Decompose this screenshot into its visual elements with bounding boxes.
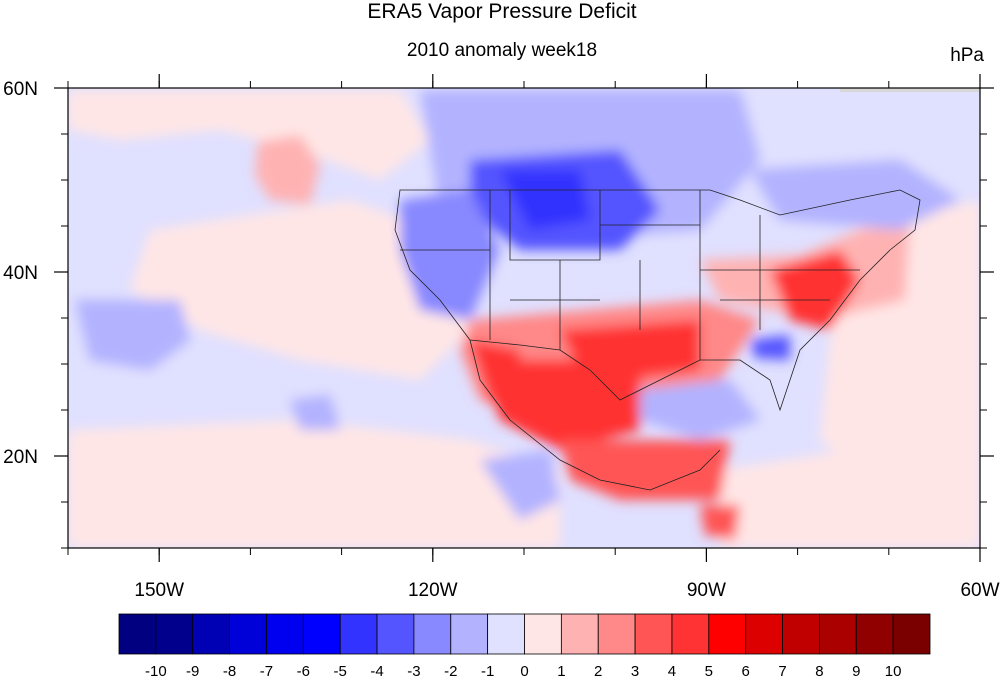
colorbar-label: 9: [852, 663, 860, 680]
axis-ticks: 150W 120W 90W 60W 60N 40N 20N: [3, 74, 1000, 601]
colorbar-label: 7: [778, 663, 786, 680]
colorbar-swatch: [782, 613, 820, 655]
colorbar: -10 -9 -8 -7 -6 -5 -4 -3 -2 -1 0 1 2 3 4 5 6 7 8 9 10: [118, 613, 931, 680]
political-boundaries: [394, 189, 921, 491]
pink-patch-south: [68, 420, 560, 548]
x-tick-label: 60W: [960, 580, 999, 601]
map-subtitle: 2010 anomaly week18: [406, 40, 598, 61]
colorbar-label: -5: [334, 663, 347, 680]
pink-patch-caribbean: [720, 430, 980, 548]
colorbar-swatch: [450, 613, 489, 655]
colorbar-label: 0: [520, 663, 528, 680]
colorbar-swatch: [266, 613, 304, 655]
blue-patch-pacific-1: [75, 300, 190, 370]
colorbar-swatch: [634, 613, 673, 655]
colorbar-label: -9: [186, 663, 199, 680]
pink-blob-ne-pacific: [255, 135, 320, 205]
colorbar-swatch: [708, 613, 747, 655]
colorbar-swatch: [487, 613, 525, 655]
colorbar-swatch: [819, 613, 857, 655]
colorbar-label: -8: [223, 663, 236, 680]
colorbar-swatch: [560, 613, 599, 655]
x-tick-label: 150W: [134, 580, 184, 601]
colorbar-label: -7: [260, 663, 273, 680]
colorbar-swatch: [892, 613, 931, 655]
colorbar-label: 2: [594, 663, 602, 680]
red-central-america: [560, 440, 730, 500]
colorbar-label: -10: [145, 663, 167, 680]
red-yucatan-spot: [700, 505, 740, 540]
colorbar-label: 6: [742, 663, 750, 680]
map-title: ERA5 Vapor Pressure Deficit: [367, 0, 637, 23]
colorbar-swatch: [671, 613, 710, 655]
blue-se-spot: [750, 335, 790, 360]
colorbar-label: -6: [297, 663, 310, 680]
x-tick-label: 90W: [687, 580, 726, 601]
blue-darkest: [500, 170, 590, 230]
anomaly-field: [68, 88, 980, 548]
red-texas-core: [560, 320, 700, 380]
colorbar-swatch: [302, 613, 341, 655]
y-tick-label: 60N: [3, 79, 38, 100]
units-label: hPa: [950, 45, 984, 66]
colorbar-swatch: [413, 613, 452, 655]
colorbar-swatch: [155, 613, 194, 655]
blue-patch-gulf: [620, 380, 760, 440]
blue-patch-mexico-west: [480, 450, 560, 520]
colorbar-label: -4: [370, 663, 383, 680]
colorbar-label: 1: [557, 663, 565, 680]
colorbar-label: 8: [815, 663, 823, 680]
pink-patch-nw: [68, 90, 430, 180]
blue-core-west: [400, 190, 500, 320]
colorbar-swatch: [745, 613, 783, 655]
colorbar-swatch: [524, 613, 562, 655]
y-tick-label: 40N: [3, 263, 38, 284]
y-tick-label: 20N: [3, 447, 38, 468]
colorbar-swatch: [339, 613, 378, 655]
colorbar-swatch: [229, 613, 267, 655]
red-baja: [470, 340, 520, 420]
colorbar-swatch: [597, 613, 636, 655]
x-tick-label: 120W: [408, 580, 458, 601]
colorbar-swatch: [855, 613, 894, 655]
colorbar-label: 3: [631, 663, 639, 680]
colorbar-label: -2: [444, 663, 457, 680]
blue-patch-pacific-2: [290, 395, 340, 430]
blue-patch-hudson: [750, 160, 960, 230]
colorbar-label: 10: [885, 663, 902, 680]
colorbar-swatch: [192, 613, 230, 655]
colorbar-label: -3: [407, 663, 420, 680]
colorbar-swatch: [376, 613, 415, 655]
colorbar-label: 4: [668, 663, 676, 680]
colorbar-label: -1: [481, 663, 494, 680]
pink-patch-pacific: [130, 200, 470, 380]
colorbar-swatch: [118, 613, 157, 655]
colorbar-label: 5: [705, 663, 713, 680]
